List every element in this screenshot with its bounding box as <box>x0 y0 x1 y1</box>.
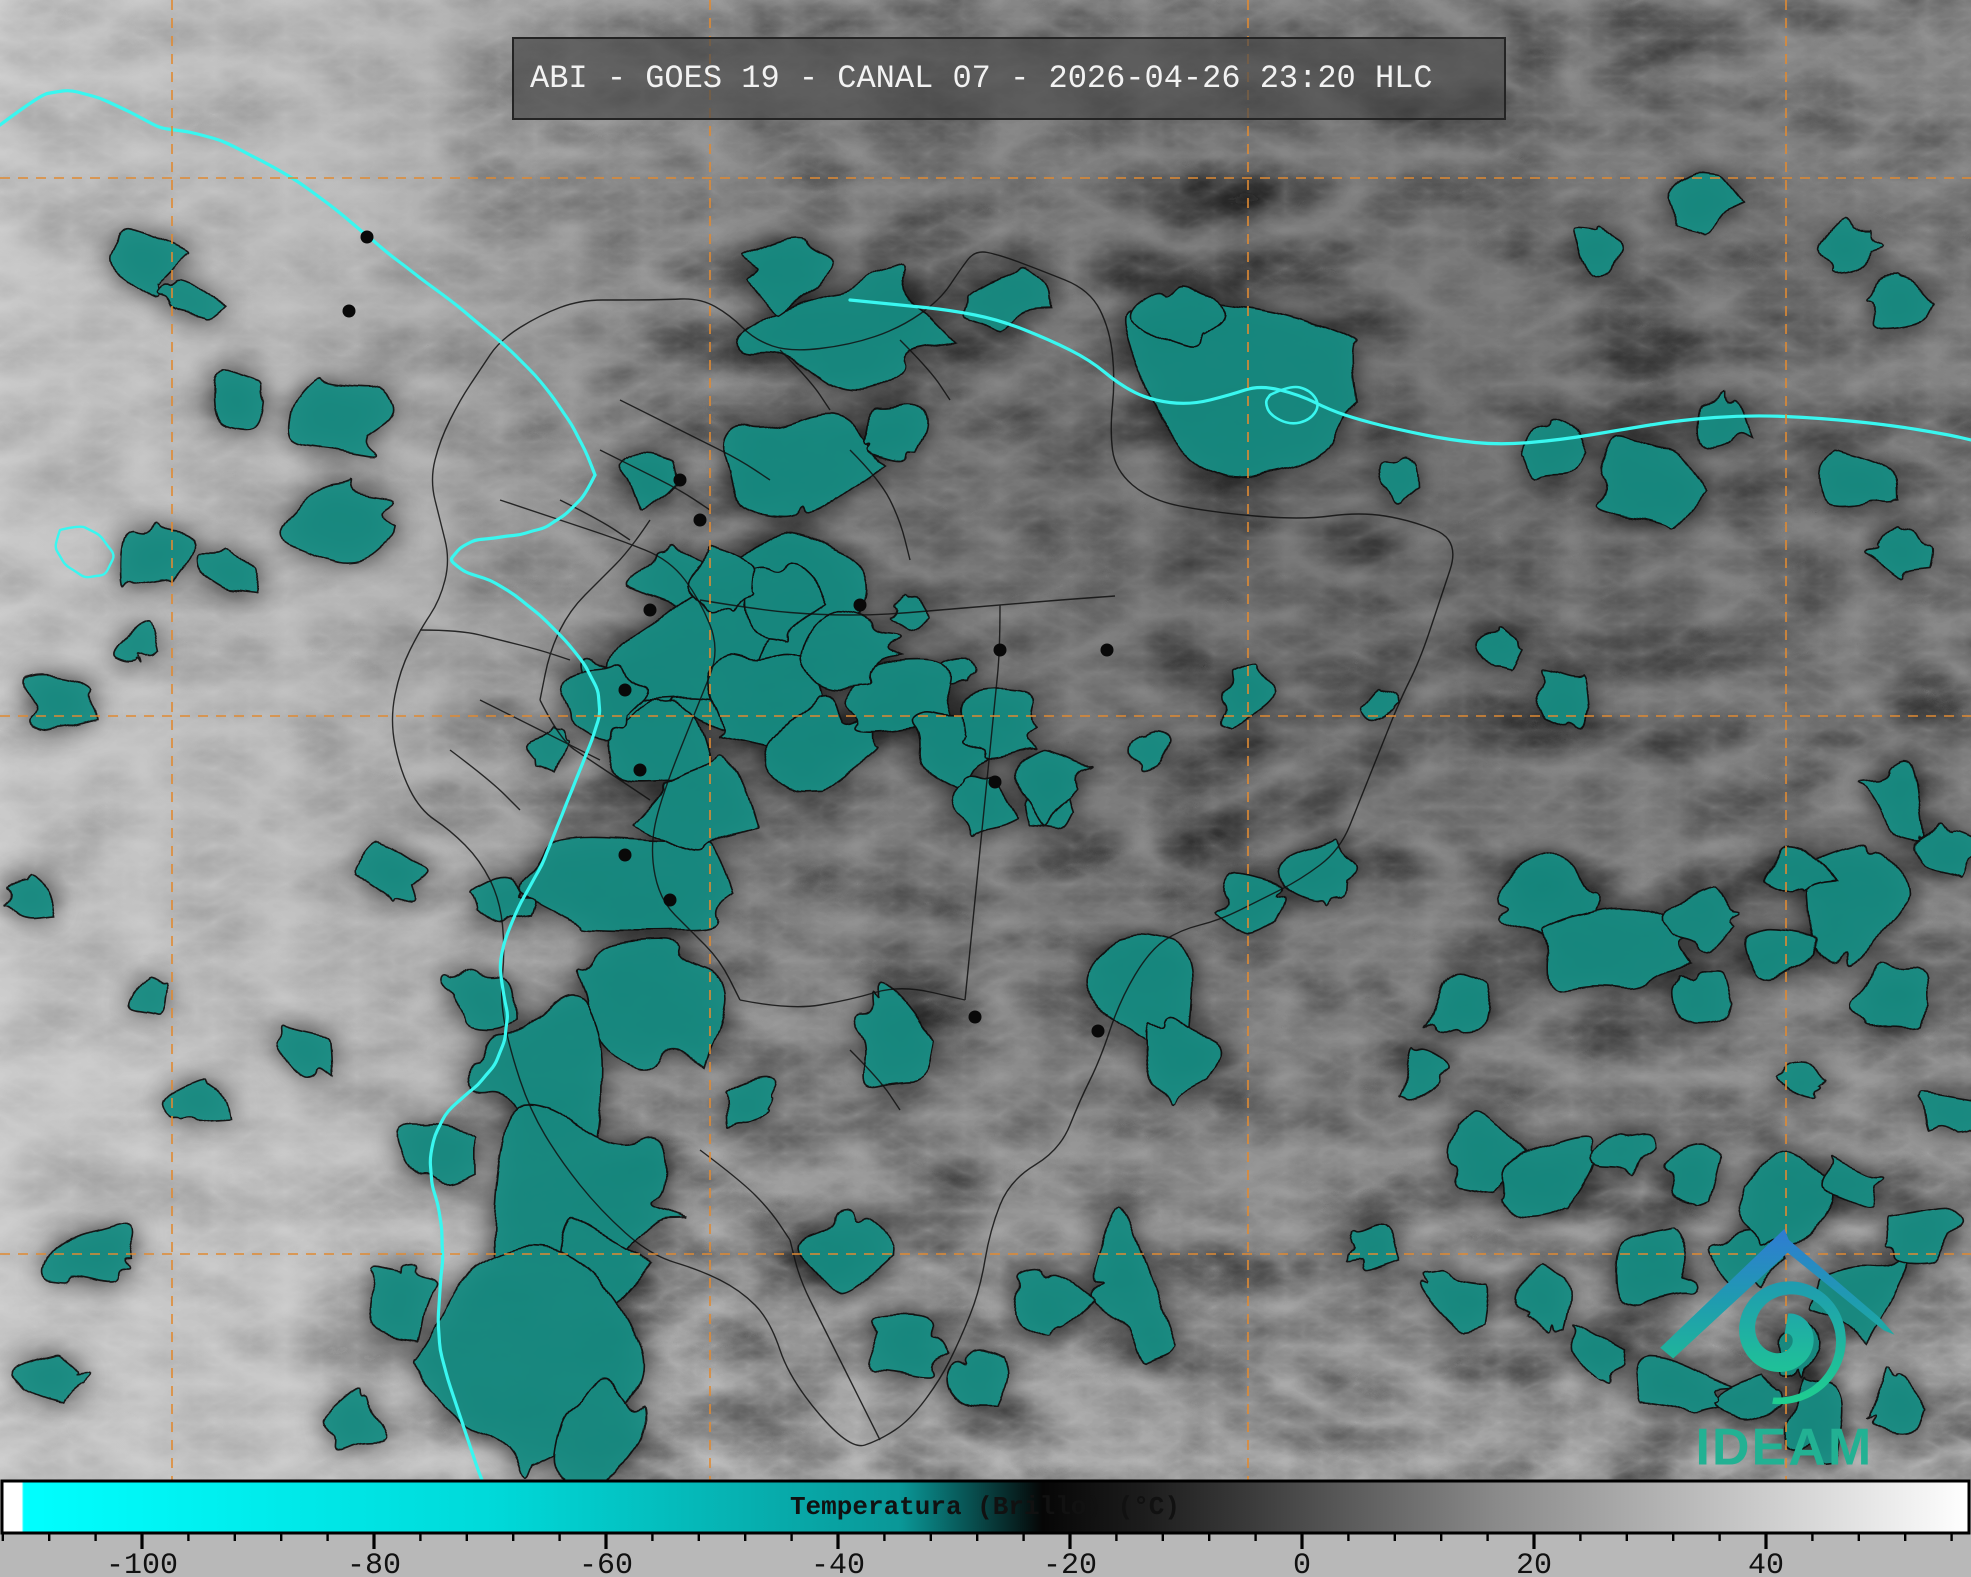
svg-text:-80: -80 <box>347 1549 401 1577</box>
svg-text:40: 40 <box>1748 1549 1784 1577</box>
svg-text:-40: -40 <box>811 1549 865 1577</box>
svg-text:Temperatura (Brillo) (°C): Temperatura (Brillo) (°C) <box>790 1492 1180 1522</box>
svg-text:0: 0 <box>1293 1549 1311 1577</box>
svg-text:-60: -60 <box>579 1549 633 1577</box>
svg-text:-100: -100 <box>106 1549 178 1577</box>
svg-text:20: 20 <box>1516 1549 1552 1577</box>
svg-text:-20: -20 <box>1043 1549 1097 1577</box>
svg-text:IDEAM: IDEAM <box>1695 1417 1873 1475</box>
